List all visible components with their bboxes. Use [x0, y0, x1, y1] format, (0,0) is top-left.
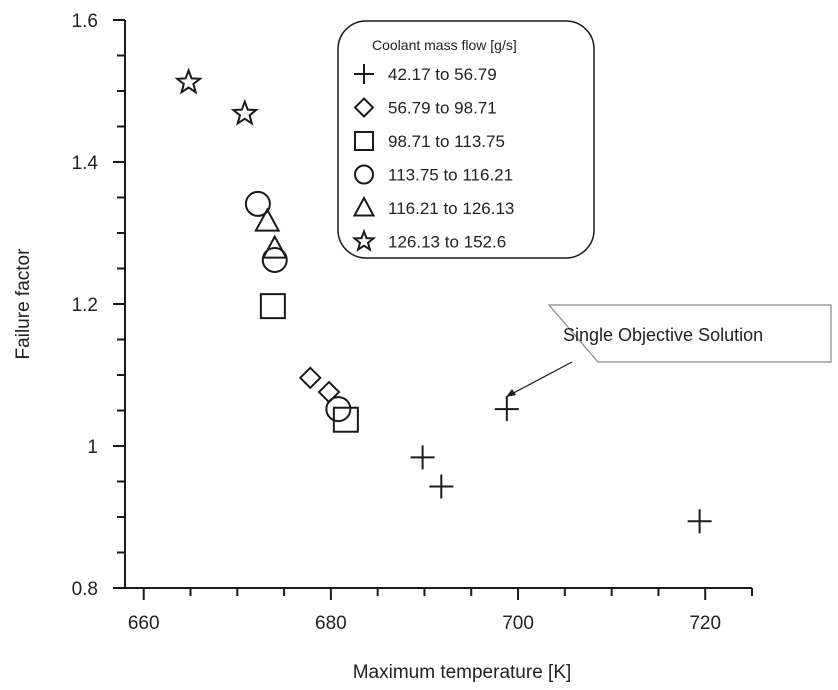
y-tick-label: 1	[87, 437, 98, 458]
legend-box	[337, 20, 595, 259]
y-tick-label: 0.8	[72, 579, 98, 600]
y-tick-label: 1.6	[72, 11, 98, 32]
data-point-diamond	[317, 380, 341, 404]
data-point-plus	[410, 445, 435, 470]
data-point-plus	[687, 509, 712, 534]
x-tick-label: 720	[689, 613, 721, 634]
legend: Coolant mass flow [g/s] 42.17 to 56.79 56…	[337, 20, 595, 259]
legend-entry-label: 98.71 to 113.75	[388, 132, 505, 151]
legend-title: Coolant mass flow [g/s]	[372, 37, 517, 53]
annotation-text: Single Objective Solution	[563, 325, 763, 345]
legend-symbol-plus	[354, 64, 374, 84]
data-point-diamond	[298, 366, 322, 390]
annotation-callout-box	[547, 304, 832, 363]
tick-labels: 660 680 700 720 0.8 1 1.2 1.4 1.6	[72, 11, 721, 634]
tick-marks	[113, 19, 753, 600]
legend-entry-label: 42.17 to 56.79	[388, 65, 497, 84]
x-tick-label: 680	[315, 613, 347, 634]
legend-entry-label: 113.75 to 116.21	[388, 166, 513, 185]
legend-entry-label: 126.13 to 152.6	[388, 233, 506, 252]
data-point-square	[259, 293, 286, 320]
data-point-square	[332, 406, 359, 433]
y-tick-label: 1.4	[72, 153, 99, 174]
data-point-plus	[494, 397, 519, 422]
data-point-circle	[261, 246, 288, 273]
x-axis-label: Maximum temperature [K]	[353, 662, 572, 683]
annotation-arrowhead	[506, 389, 516, 397]
y-tick-label: 1.2	[72, 295, 98, 316]
legend-entry-label: 56.79 to 98.71	[388, 99, 497, 118]
x-tick-label: 660	[128, 613, 160, 634]
legend-symbol-diamond	[353, 97, 375, 118]
y-axis-label: Failure factor	[13, 248, 34, 360]
data-point-triangle	[261, 234, 288, 259]
legend-entry-label: 116.21 to 126.13	[388, 199, 514, 218]
x-tick-label: 700	[502, 613, 534, 634]
annotation: Single Objective Solution	[505, 304, 832, 398]
data-markers	[174, 67, 712, 534]
data-point-triangle	[254, 207, 281, 232]
legend-symbol-star	[351, 228, 377, 252]
data-point-star	[174, 67, 203, 95]
data-point-star	[230, 98, 259, 126]
legend-items: 42.17 to 56.79 56.79 to 98.71 98.71 to 113…	[351, 64, 514, 252]
legend-symbol-square	[354, 131, 374, 151]
data-point-plus	[429, 474, 454, 499]
annotation-arrow	[505, 361, 573, 398]
legend-symbol-triangle	[352, 195, 376, 217]
legend-symbol-circle	[354, 164, 374, 185]
data-point-circle	[244, 190, 271, 217]
data-point-circle	[325, 396, 352, 423]
